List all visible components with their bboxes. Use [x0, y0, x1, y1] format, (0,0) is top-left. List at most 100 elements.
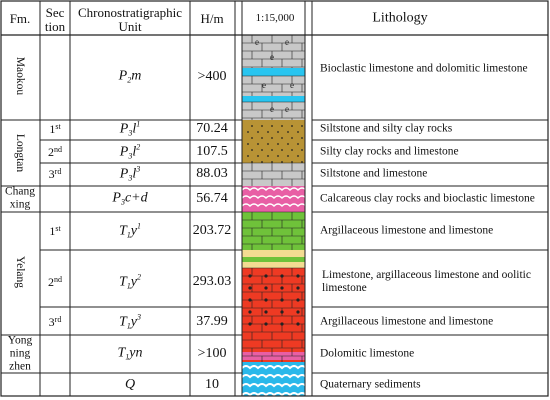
lithology-text: Silty clay rocks and limestone [320, 145, 459, 158]
unit-label: Q [124, 377, 136, 392]
section-label: 3rd [48, 167, 62, 181]
lithology-band [242, 163, 305, 186]
dolomite-layer [242, 68, 305, 76]
argillaceous-layer [242, 257, 305, 262]
silt-dot [301, 161, 303, 163]
silt-dot [247, 131, 249, 133]
silt-dot [297, 131, 299, 133]
silt-dot [291, 125, 293, 127]
oolite-dot [296, 298, 300, 302]
thickness-value: 56.74 [196, 191, 228, 206]
oolite-dot [248, 298, 252, 302]
header-scale: 1:15,000 [255, 12, 295, 25]
bioclast-symbol: e [285, 104, 289, 114]
lithology-band [242, 35, 305, 120]
unit-label: T1y2 [118, 272, 142, 291]
lithology-text: Argillaceous limestone and limestone [320, 315, 494, 328]
bioclast-symbol: e [290, 80, 294, 90]
silt-dot [271, 161, 273, 163]
oolite-dot [248, 310, 252, 314]
silt-dot [301, 149, 303, 151]
thickness-value: 88.03 [196, 166, 228, 181]
bioclast-symbol: e [262, 80, 266, 90]
lithology-text: Dolomitic limestone [320, 347, 415, 360]
oolite-dot [264, 298, 268, 302]
oolite-dot [264, 286, 268, 290]
oolite-dot [248, 322, 252, 326]
header-unit-line2: Unit [118, 19, 142, 35]
silt-dot [267, 143, 269, 145]
lithology-band [242, 268, 305, 335]
header-thickness: H/m [200, 11, 224, 27]
thickness-value: 293.03 [192, 274, 232, 289]
silt-dot [261, 149, 263, 151]
silt-dot [301, 137, 303, 139]
thickness-value: >100 [197, 346, 227, 361]
silt-dot [267, 155, 269, 157]
silt-dot [291, 161, 293, 163]
silt-dot [281, 125, 283, 127]
unit-label: P3l2 [119, 142, 141, 161]
silt-dot [287, 131, 289, 133]
oolite-dot [296, 286, 300, 290]
oolite-dot [280, 322, 284, 326]
silt-dot [291, 137, 293, 139]
lithology-text: Calcareous clay rocks and bioclastic lim… [320, 192, 535, 205]
formation-yongningzhen-line3: zhen [9, 360, 31, 373]
formation-yongningzhen-line2: ning [9, 347, 31, 360]
lithology-band [242, 212, 305, 250]
oolite-dot [280, 274, 284, 278]
clay-wave [241, 195, 307, 200]
oolite-dot [264, 274, 268, 278]
unit-label: P2m [118, 68, 142, 85]
oolite-dot [296, 322, 300, 326]
silt-dot [281, 137, 283, 139]
silt-dot [257, 143, 259, 145]
thickness-value: >400 [197, 69, 227, 84]
silt-dot [287, 143, 289, 145]
lithology-text: Siltstone and silty clay rocks [320, 122, 453, 135]
oolite-dot [280, 286, 284, 290]
quaternary-wave [241, 365, 307, 370]
oolite-dot [248, 286, 252, 290]
unit-label: P3c+d [112, 190, 148, 207]
unit-label: P3l3 [119, 164, 141, 183]
bioclast-symbol: e [255, 37, 259, 47]
silt-dot [297, 155, 299, 157]
formation-yelang: Yelang [14, 255, 26, 289]
header-fm: Fm. [9, 11, 31, 27]
bioclast-symbol: e [270, 104, 274, 114]
formation-maokou: Maokou [14, 56, 26, 96]
lithology-text: Argillaceous limestone and limestone [320, 224, 494, 237]
silt-dot [287, 155, 289, 157]
silt-dot [247, 155, 249, 157]
formation-changxing-line1: Chang [4, 185, 36, 198]
header-section-line2: tion [44, 19, 66, 35]
clay-wave [241, 203, 307, 208]
section-label: 2nd [48, 275, 62, 289]
formation-yongningzhen-line1: Yong [7, 334, 33, 347]
thickness-value: 10 [205, 377, 219, 392]
header-lithology: Lithology [372, 10, 428, 26]
silt-dot [301, 125, 303, 127]
dolomite-layer [242, 96, 305, 102]
silt-dot [251, 137, 253, 139]
header-unit-line1: Chronostratigraphic [78, 5, 182, 21]
silt-dot [277, 143, 279, 145]
oolite-dot [280, 310, 284, 314]
clay-wave [241, 187, 307, 192]
lithology-text: Quaternary sediments [320, 378, 421, 391]
unit-label: P3l1 [119, 119, 141, 138]
silt-dot [261, 125, 263, 127]
oolite-dot [296, 310, 300, 314]
silt-dot [297, 143, 299, 145]
silt-dot [271, 137, 273, 139]
silt-dot [291, 149, 293, 151]
quaternary-wave [241, 392, 307, 397]
silt-dot [247, 143, 249, 145]
silt-dot [277, 131, 279, 133]
silt-dot [271, 125, 273, 127]
